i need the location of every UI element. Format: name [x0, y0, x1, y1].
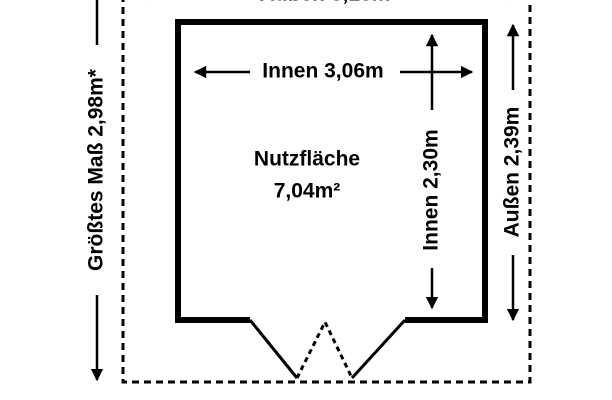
- inner-width-label: Innen 3,06m: [262, 60, 383, 83]
- area-value: 7,04m²: [274, 180, 341, 203]
- outer-depth-label: Außen 2,39m: [501, 107, 524, 238]
- door-frame: [248, 319, 299, 379]
- outer-width-label: Außen 3,13m: [260, 0, 391, 6]
- label-bg: [240, 0, 410, 2]
- door-leaf: [295, 318, 354, 379]
- inner-depth-label: Innen 2,30m: [420, 129, 443, 250]
- area-label: Nutzfläche: [254, 148, 360, 171]
- max-depth-label: Größtes Maß 2,98m*: [85, 68, 108, 271]
- door-frame: [350, 318, 407, 380]
- outer-boundary: [121, 0, 532, 384]
- walls: [175, 19, 488, 323]
